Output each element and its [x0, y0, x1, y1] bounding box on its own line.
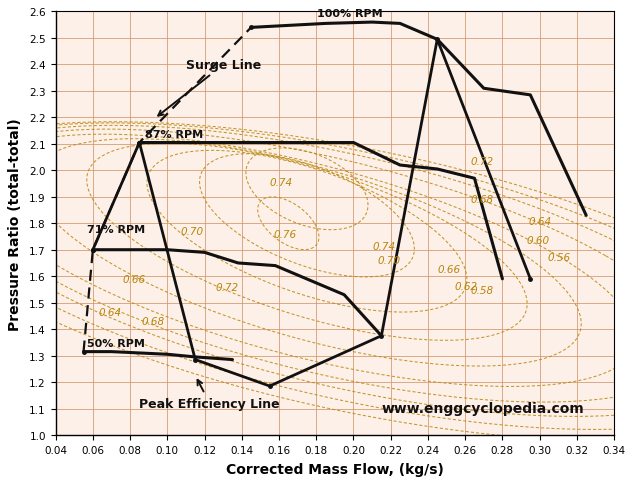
Text: 0.72: 0.72	[471, 157, 494, 166]
Text: 0.64: 0.64	[529, 217, 552, 227]
Text: 0.62: 0.62	[454, 282, 477, 292]
Text: 0.70: 0.70	[378, 256, 401, 266]
Text: 0.66: 0.66	[122, 274, 146, 284]
Text: 71% RPM: 71% RPM	[87, 225, 145, 234]
X-axis label: Corrected Mass Flow, (kg/s): Corrected Mass Flow, (kg/s)	[226, 462, 444, 476]
Text: 0.70: 0.70	[180, 226, 204, 236]
Text: 50% RPM: 50% RPM	[87, 338, 145, 348]
Text: 0.72: 0.72	[216, 282, 239, 292]
Text: 0.58: 0.58	[471, 286, 494, 295]
Text: 0.66: 0.66	[437, 264, 460, 274]
Text: 100% RPM: 100% RPM	[317, 9, 382, 19]
Text: 0.74: 0.74	[372, 241, 395, 251]
Text: Surge Line: Surge Line	[158, 59, 261, 116]
Text: 0.60: 0.60	[527, 235, 550, 245]
Text: 0.68: 0.68	[141, 317, 164, 327]
Text: Peak Efficiency Line: Peak Efficiency Line	[139, 380, 280, 410]
Text: 0.76: 0.76	[273, 229, 297, 240]
Text: 0.56: 0.56	[547, 253, 570, 263]
Text: 87% RPM: 87% RPM	[145, 129, 203, 139]
Text: 0.68: 0.68	[471, 194, 494, 204]
Text: 0.74: 0.74	[269, 178, 293, 188]
Y-axis label: Pressure Ratio (total-total): Pressure Ratio (total-total)	[8, 118, 22, 330]
Text: www.enggcyclopedia.com: www.enggcyclopedia.com	[382, 401, 584, 415]
Text: 0.64: 0.64	[98, 307, 122, 318]
